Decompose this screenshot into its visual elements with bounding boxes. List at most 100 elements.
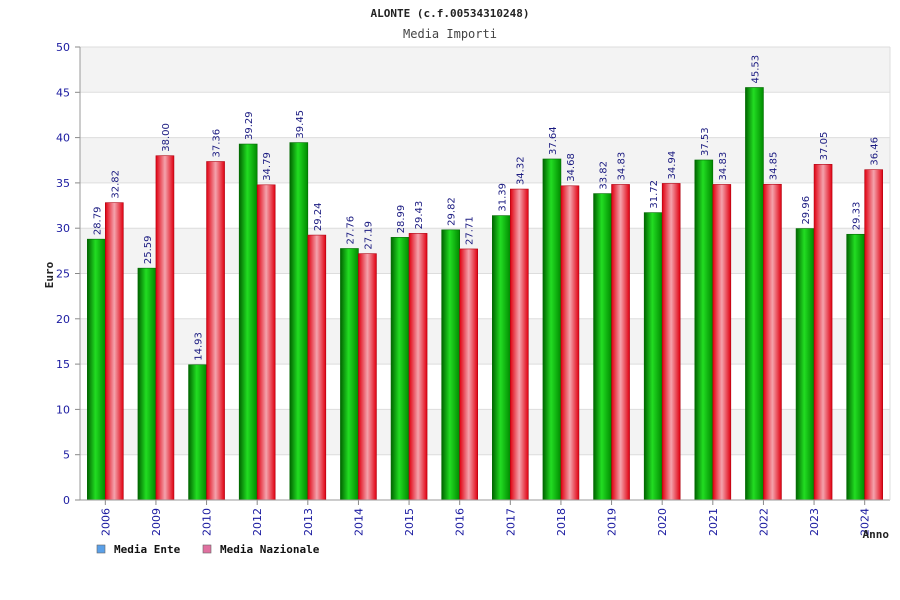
bar-media-nazionale xyxy=(813,164,833,501)
x-tick-label: 2021 xyxy=(707,508,720,536)
data-label: 34.68 xyxy=(566,153,577,182)
y-tick-label: 20 xyxy=(56,313,70,326)
legend-swatch xyxy=(202,544,212,554)
data-label: 34.79 xyxy=(262,152,273,181)
bar-media-ente xyxy=(542,158,562,501)
x-tick-label: 2022 xyxy=(757,508,770,536)
y-tick-label: 45 xyxy=(56,86,70,99)
bar-media-ente xyxy=(87,238,106,501)
bar-media-ente xyxy=(289,142,309,501)
x-tick-label: 2016 xyxy=(454,508,467,536)
y-tick-label: 30 xyxy=(56,222,70,235)
x-tick-label: 2013 xyxy=(302,508,315,536)
x-tick-label: 2023 xyxy=(808,508,821,536)
data-label: 37.05 xyxy=(819,132,830,161)
y-tick-label: 5 xyxy=(63,449,70,462)
x-tick-label: 2012 xyxy=(251,508,264,536)
data-label: 37.64 xyxy=(548,126,559,155)
bar-media-nazionale xyxy=(459,248,478,501)
data-label: 39.45 xyxy=(295,110,306,139)
bar-media-nazionale xyxy=(560,185,580,501)
data-label: 32.82 xyxy=(110,170,121,199)
x-tick-label: 2014 xyxy=(352,508,365,536)
data-label: 31.72 xyxy=(649,180,660,209)
data-label: 34.83 xyxy=(718,152,729,181)
bar-media-ente xyxy=(390,237,410,501)
plot-band xyxy=(80,92,890,138)
data-label: 34.85 xyxy=(768,152,779,181)
x-tick-label: 2019 xyxy=(606,508,619,536)
legend-swatch xyxy=(96,544,106,554)
x-tick-label: 2006 xyxy=(99,508,112,536)
y-tick-label: 35 xyxy=(56,177,70,190)
x-tick-label: 2009 xyxy=(150,508,163,536)
data-label: 34.94 xyxy=(667,151,678,180)
data-label: 14.93 xyxy=(194,332,205,361)
data-label: 45.53 xyxy=(750,55,761,84)
bar-media-ente xyxy=(745,87,764,501)
y-tick-label: 50 xyxy=(56,41,70,54)
data-label: 36.46 xyxy=(870,137,881,166)
bars xyxy=(87,87,883,501)
bar-media-nazionale xyxy=(155,155,175,501)
bar-media-ente xyxy=(137,267,157,501)
bar-media-ente xyxy=(694,159,714,501)
data-label: 29.33 xyxy=(852,202,863,231)
x-tick-label: 2015 xyxy=(403,508,416,536)
bar-media-nazionale xyxy=(358,253,377,501)
bar-media-ente xyxy=(340,248,359,501)
data-label: 37.53 xyxy=(700,127,711,156)
y-tick-label: 15 xyxy=(56,358,70,371)
y-axis-ticks: 0 5 10 15 20 25 30 35 40 45 50 xyxy=(56,41,80,507)
data-label: 27.76 xyxy=(345,216,356,245)
y-tick-label: 10 xyxy=(56,403,70,416)
chart-title: ALONTE (c.f.00534310248) xyxy=(371,7,530,20)
legend-label: Media Nazionale xyxy=(220,543,320,556)
bar-media-ente xyxy=(492,215,511,501)
bar-media-ente xyxy=(795,228,815,501)
bar-media-nazionale xyxy=(510,188,529,501)
bar-media-ente xyxy=(846,233,865,501)
y-tick-label: 0 xyxy=(63,494,70,507)
x-tick-label: 2018 xyxy=(555,508,568,536)
bar-media-ente xyxy=(441,229,460,501)
data-label: 29.24 xyxy=(313,202,324,231)
y-tick-label: 40 xyxy=(56,132,70,145)
bar-media-ente xyxy=(238,143,258,501)
x-tick-label: 2020 xyxy=(656,508,669,536)
data-label: 29.43 xyxy=(414,201,425,230)
x-tick-label: 2017 xyxy=(504,508,517,536)
bar-media-nazionale xyxy=(307,234,327,501)
data-label: 27.19 xyxy=(363,221,374,250)
x-axis-ticks: 2006 2009 2010 2012 2013 2014 2015 2016 2017 2018… xyxy=(99,500,872,536)
data-label: 39.29 xyxy=(244,111,255,140)
data-label: 38.00 xyxy=(161,123,172,152)
bar-media-nazionale xyxy=(611,184,630,501)
data-label: 34.32 xyxy=(515,156,526,185)
bar-media-nazionale xyxy=(712,184,732,501)
data-label: 29.96 xyxy=(801,196,812,225)
bar-media-ente xyxy=(188,364,207,501)
bar-media-nazionale xyxy=(408,233,428,501)
data-label: 31.39 xyxy=(497,183,508,212)
bar-media-nazionale xyxy=(864,169,883,501)
bar-media-nazionale xyxy=(256,184,276,501)
chart-subtitle: Media Importi xyxy=(403,27,497,41)
data-label: 27.71 xyxy=(465,216,476,245)
plot-band xyxy=(80,47,890,93)
data-label: 28.79 xyxy=(92,207,103,236)
bar-media-nazionale xyxy=(105,202,124,501)
x-tick-label: 2010 xyxy=(201,508,214,536)
data-label: 28.99 xyxy=(396,205,407,234)
data-label: 29.82 xyxy=(447,197,458,226)
bar-media-nazionale xyxy=(206,161,225,501)
x-axis-label: Anno xyxy=(863,528,890,541)
legend: Media Ente Media Nazionale xyxy=(96,543,320,556)
data-label: 25.59 xyxy=(143,236,154,265)
bar-media-ente xyxy=(593,193,612,501)
legend-label: Media Ente xyxy=(114,543,181,556)
bar-media-nazionale xyxy=(661,183,681,501)
y-axis-label: Euro xyxy=(43,261,56,288)
data-label: 34.83 xyxy=(617,152,628,181)
